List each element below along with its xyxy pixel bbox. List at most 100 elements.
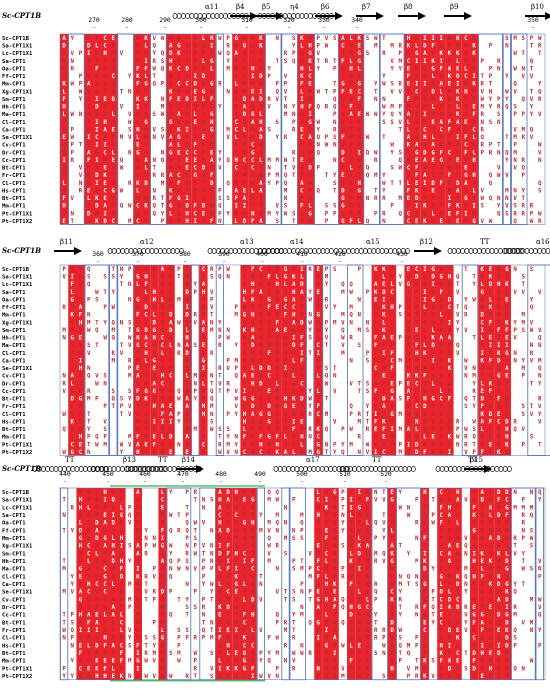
- residue: E: [513, 597, 517, 603]
- residue: H: [103, 490, 107, 496]
- residue: L: [407, 181, 411, 187]
- residue: P: [390, 204, 394, 210]
- residue: H: [62, 442, 66, 448]
- residue: C: [62, 435, 66, 441]
- residue: D: [530, 651, 534, 657]
- residue: P: [415, 636, 419, 642]
- residue: G: [218, 397, 222, 403]
- residue: N: [448, 181, 452, 187]
- residue: H: [423, 490, 427, 496]
- residue: E: [177, 97, 181, 103]
- residue: R: [79, 389, 83, 395]
- residue: F: [325, 51, 329, 57]
- residue: V: [112, 66, 116, 72]
- residue: I: [185, 196, 189, 202]
- residue: N: [235, 450, 239, 456]
- residue: C: [128, 651, 132, 657]
- residue: R: [390, 643, 394, 649]
- residue: Q: [153, 204, 157, 210]
- residue: H: [218, 59, 222, 65]
- residue: T: [251, 305, 255, 311]
- residue: E: [358, 44, 362, 50]
- residue: V: [407, 450, 411, 456]
- residue: D: [431, 628, 435, 634]
- residue: L: [497, 89, 501, 95]
- residue: H: [235, 551, 239, 557]
- residue: R: [251, 135, 255, 141]
- residue: M: [194, 427, 198, 433]
- residue: P: [267, 450, 271, 456]
- residue: Y: [153, 427, 157, 433]
- residue: D: [177, 613, 181, 619]
- residue: C: [194, 150, 198, 156]
- residue: W: [284, 211, 288, 217]
- residue: C: [505, 498, 509, 504]
- residue: V: [202, 196, 206, 202]
- residue: H: [497, 181, 501, 187]
- residue: F: [448, 127, 452, 133]
- residue: Q: [71, 343, 75, 349]
- sequence-row: Sc-CPT1B P N Y Q D K T N P Y W Q A Q P T C C R P W G V F C S N G S I R E…: [2, 267, 542, 273]
- residue: I: [448, 196, 452, 202]
- residue: C: [407, 59, 411, 65]
- residue: I: [497, 343, 501, 349]
- residue: V: [144, 381, 148, 387]
- residue: K: [423, 351, 427, 357]
- residue: E: [341, 374, 345, 380]
- residue: C: [382, 450, 386, 456]
- residue: R: [497, 105, 501, 111]
- residue: K: [95, 196, 99, 202]
- residue: L: [87, 505, 91, 511]
- residue: T: [399, 127, 403, 133]
- residue: E: [284, 582, 288, 588]
- residue: S: [202, 336, 206, 342]
- residue: H: [284, 397, 288, 403]
- residue: N: [538, 374, 542, 380]
- residue: N: [333, 674, 337, 680]
- residue: L: [218, 659, 222, 665]
- residue: L: [136, 188, 140, 194]
- residue: M: [120, 636, 124, 642]
- residue: S: [481, 204, 485, 210]
- residue: A: [366, 297, 370, 303]
- residue: V: [194, 135, 198, 141]
- residue: W: [153, 544, 157, 550]
- residue: C: [423, 628, 427, 634]
- residue: P: [267, 336, 271, 342]
- residue: N: [202, 613, 206, 619]
- residue: K: [382, 305, 386, 311]
- residue: T: [194, 674, 198, 680]
- residue: P: [128, 267, 132, 273]
- residue: D: [226, 105, 230, 111]
- residue: Q: [358, 574, 362, 580]
- residue: T: [71, 219, 75, 225]
- residue: E: [128, 59, 132, 65]
- residue: L: [407, 590, 411, 596]
- residue: D: [300, 397, 304, 403]
- residue: H: [79, 219, 83, 225]
- residue: L: [284, 498, 288, 504]
- residue: T: [382, 490, 386, 496]
- residue: K: [407, 143, 411, 149]
- residue: W: [530, 328, 534, 334]
- residue: W: [112, 505, 116, 511]
- residue: W: [218, 450, 222, 456]
- residue: Y: [276, 374, 280, 380]
- residue: H: [440, 643, 444, 649]
- residue: P: [62, 666, 66, 672]
- residue: G: [243, 521, 247, 527]
- residue: H: [308, 343, 312, 349]
- residue: T: [202, 620, 206, 626]
- residue: W: [399, 166, 403, 172]
- residue: V: [333, 389, 337, 395]
- residue: M: [366, 559, 370, 565]
- residue: W: [112, 597, 116, 603]
- residue: L: [308, 528, 312, 534]
- residue: I: [79, 358, 83, 364]
- residue: R: [407, 358, 411, 364]
- residue: K: [489, 381, 493, 387]
- residue: N: [87, 173, 91, 179]
- residue: T: [497, 674, 501, 680]
- residue: L: [235, 82, 239, 88]
- residue: N: [161, 674, 165, 680]
